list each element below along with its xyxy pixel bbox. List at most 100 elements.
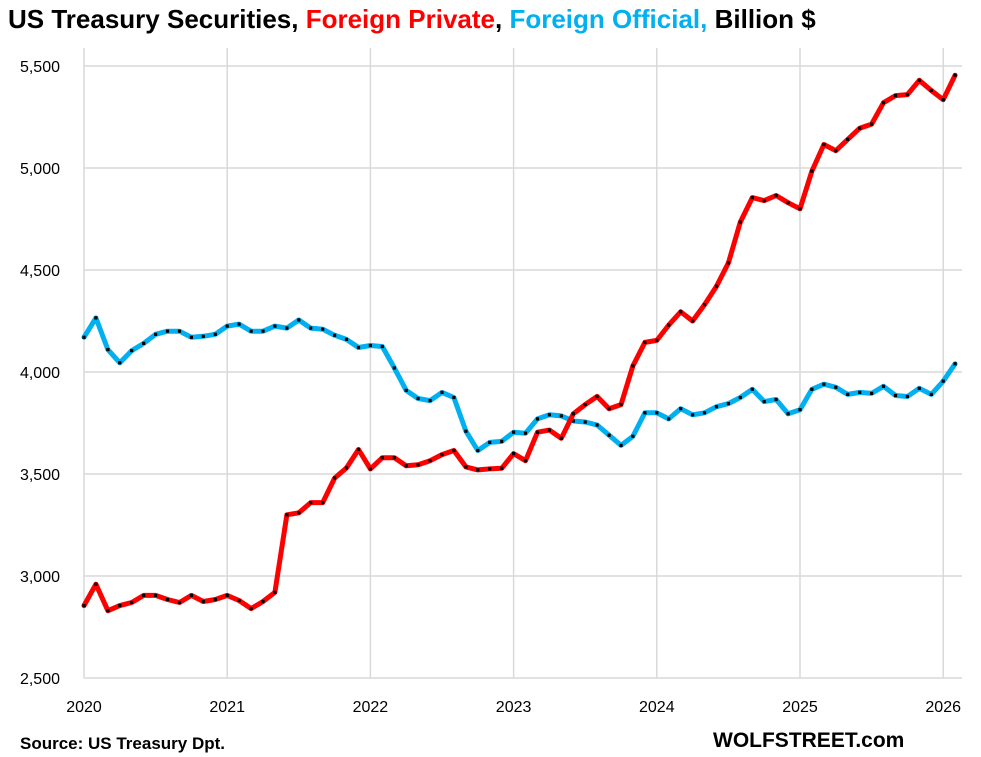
- series-layer: [81, 72, 958, 614]
- data-point-foreign-private: [285, 513, 289, 517]
- data-point-foreign-private: [702, 303, 707, 307]
- data-point-foreign-official: [798, 408, 802, 412]
- data-point-foreign-official: [810, 387, 814, 391]
- data-point-foreign-private: [500, 466, 504, 470]
- y-tick-label: 5,500: [20, 59, 60, 76]
- data-point-foreign-official: [177, 329, 182, 333]
- x-tick-label: 2026: [925, 699, 961, 716]
- y-tick-label: 3,000: [20, 569, 60, 586]
- data-point-foreign-official: [500, 439, 504, 443]
- data-point-foreign-private: [846, 137, 850, 141]
- data-point-foreign-official: [356, 345, 361, 350]
- y-tick-label: 3,500: [20, 467, 60, 484]
- data-point-foreign-private: [643, 340, 647, 344]
- x-tick-label: 2024: [639, 699, 675, 716]
- data-point-foreign-official: [535, 417, 540, 421]
- data-point-foreign-official: [941, 379, 945, 383]
- data-point-foreign-official: [858, 390, 862, 394]
- data-point-foreign-private: [881, 101, 886, 105]
- data-point-foreign-official: [726, 402, 730, 406]
- data-point-foreign-private: [356, 447, 361, 452]
- data-point-foreign-official: [786, 412, 790, 416]
- data-point-foreign-private: [929, 88, 933, 93]
- data-point-foreign-private: [368, 467, 372, 471]
- data-point-foreign-private: [571, 412, 575, 416]
- data-point-foreign-private: [130, 600, 134, 605]
- data-point-foreign-official: [273, 324, 277, 328]
- title-part-securities: US Treasury Securities,: [8, 4, 306, 34]
- data-point-foreign-private: [213, 597, 217, 602]
- vertical-gridlines: [83, 48, 944, 678]
- title-part-unit: Billion $: [707, 4, 816, 34]
- data-point-foreign-private: [118, 604, 122, 608]
- data-point-foreign-private: [261, 599, 265, 604]
- data-point-foreign-private: [309, 501, 313, 505]
- data-point-foreign-private: [237, 598, 241, 603]
- data-point-foreign-official: [416, 396, 420, 401]
- data-point-foreign-private: [559, 436, 563, 440]
- data-point-foreign-official: [571, 419, 575, 423]
- data-point-foreign-private: [154, 593, 158, 597]
- data-point-foreign-official: [523, 431, 528, 435]
- data-point-foreign-official: [750, 387, 754, 391]
- data-point-foreign-official: [559, 414, 563, 418]
- data-point-foreign-private: [321, 501, 325, 505]
- data-point-foreign-official: [488, 440, 492, 444]
- data-point-foreign-official: [929, 392, 933, 396]
- series-line-foreign-private: [81, 72, 958, 614]
- data-point-foreign-private: [440, 453, 444, 457]
- data-point-foreign-private: [380, 456, 384, 460]
- data-point-foreign-official: [917, 386, 921, 390]
- data-point-foreign-private: [595, 394, 599, 399]
- data-point-foreign-official: [774, 397, 778, 402]
- data-point-foreign-private: [333, 476, 337, 480]
- data-point-foreign-official: [428, 399, 432, 403]
- data-point-foreign-official: [201, 334, 205, 338]
- data-point-foreign-official: [619, 443, 623, 447]
- data-point-foreign-private: [404, 464, 408, 468]
- data-point-foreign-official: [691, 413, 695, 417]
- data-point-foreign-private: [607, 407, 611, 411]
- data-point-foreign-private: [225, 593, 229, 597]
- data-point-foreign-official: [667, 417, 671, 421]
- data-point-foreign-private: [750, 196, 754, 200]
- data-point-foreign-private: [583, 403, 587, 407]
- data-point-foreign-official: [834, 385, 838, 389]
- data-point-foreign-private: [547, 428, 551, 432]
- data-point-foreign-private: [273, 590, 277, 594]
- data-point-foreign-private: [941, 98, 945, 102]
- data-point-foreign-private: [893, 94, 898, 98]
- series-foreign-private: [81, 72, 958, 614]
- data-point-foreign-official: [881, 384, 886, 388]
- y-tick-label: 2,500: [20, 671, 60, 688]
- data-point-foreign-official: [225, 324, 229, 328]
- data-point-foreign-official: [333, 333, 337, 337]
- data-point-foreign-private: [858, 126, 862, 130]
- data-point-foreign-official: [905, 394, 909, 399]
- data-point-foreign-official: [165, 329, 170, 333]
- data-point-foreign-private: [762, 199, 766, 203]
- data-point-foreign-official: [344, 337, 349, 341]
- data-point-foreign-official: [154, 332, 158, 336]
- data-point-foreign-private: [870, 122, 874, 126]
- x-axis-tick-labels: 2020 2021 2022 2023 2024 2025 2026: [66, 699, 961, 716]
- data-point-foreign-official: [237, 322, 241, 326]
- data-point-foreign-private: [714, 284, 719, 288]
- y-axis-tick-labels: 2,500 3,000 3,500 4,000 4,500 5,000 5,500: [20, 59, 60, 688]
- data-point-foreign-private: [917, 78, 921, 82]
- data-point-foreign-official: [452, 395, 456, 400]
- data-point-foreign-official: [655, 411, 659, 415]
- data-point-foreign-official: [893, 393, 898, 398]
- wolfstreet-brand: WOLFSTREET.com: [713, 729, 904, 752]
- title-part-private: Foreign Private: [306, 4, 495, 34]
- x-tick-label: 2022: [353, 699, 389, 716]
- data-point-foreign-official: [82, 335, 86, 339]
- data-point-foreign-private: [774, 193, 778, 198]
- data-point-foreign-official: [106, 348, 110, 352]
- data-point-foreign-official: [631, 434, 635, 438]
- data-point-foreign-private: [691, 319, 695, 323]
- data-point-foreign-official: [822, 382, 826, 386]
- data-point-foreign-private: [619, 403, 623, 407]
- x-tick-label: 2021: [209, 699, 245, 716]
- data-point-foreign-private: [344, 466, 349, 470]
